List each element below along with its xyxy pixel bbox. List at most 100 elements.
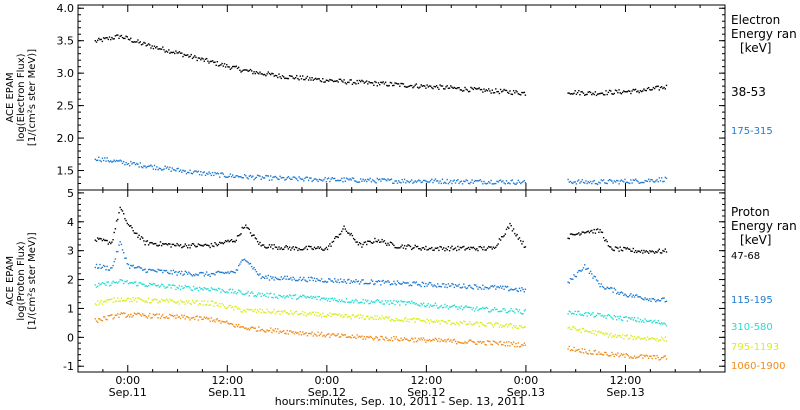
data-point	[653, 87, 656, 90]
data-point	[226, 320, 228, 322]
data-point	[297, 332, 299, 334]
data-point	[262, 311, 265, 313]
data-point	[279, 330, 281, 332]
data-point	[228, 272, 230, 275]
data-point	[175, 170, 177, 172]
data-point	[181, 171, 183, 173]
data-point	[439, 245, 441, 248]
data-point	[607, 287, 610, 289]
y-axis-label: ACE EPAM	[5, 256, 16, 306]
data-point	[496, 342, 498, 344]
data-point	[188, 300, 190, 302]
data-point	[266, 73, 268, 75]
data-point	[275, 176, 278, 179]
data-point	[123, 252, 125, 254]
data-point	[129, 267, 131, 269]
data-point	[377, 280, 380, 282]
data-point	[409, 284, 412, 286]
data-point	[472, 323, 474, 325]
data-point	[458, 341, 460, 344]
data-point	[162, 243, 164, 245]
data-point	[175, 302, 177, 304]
data-point	[134, 232, 137, 234]
data-point	[350, 232, 352, 235]
data-point	[299, 331, 301, 333]
data-point	[260, 178, 262, 180]
data-point	[344, 180, 346, 182]
data-point	[259, 308, 261, 310]
data-point	[567, 313, 569, 315]
data-point	[655, 300, 657, 303]
data-point	[169, 166, 171, 169]
data-point	[499, 239, 502, 241]
data-point	[466, 342, 469, 344]
data-point	[201, 271, 203, 274]
data-point	[304, 78, 306, 81]
data-point	[445, 341, 447, 343]
data-point	[131, 316, 133, 318]
data-point	[645, 180, 647, 182]
data-point	[315, 311, 317, 314]
data-point	[114, 314, 117, 316]
data-point	[451, 322, 453, 324]
data-point	[171, 273, 173, 275]
data-point	[450, 323, 452, 326]
data-point	[270, 312, 272, 315]
data-point	[428, 247, 431, 250]
data-point	[460, 321, 463, 324]
data-point	[228, 289, 230, 291]
data-point	[201, 318, 203, 321]
data-point	[219, 176, 221, 178]
data-point	[516, 345, 518, 348]
data-point	[307, 79, 310, 81]
data-point	[602, 316, 605, 318]
data-point	[607, 314, 610, 316]
data-point	[112, 38, 114, 40]
data-point	[589, 352, 592, 355]
data-point	[318, 78, 320, 80]
data-point	[338, 336, 341, 338]
data-point	[357, 82, 360, 85]
data-point	[341, 281, 343, 283]
data-point	[114, 258, 117, 260]
data-point	[616, 319, 618, 321]
data-point	[170, 246, 172, 248]
data-point	[572, 278, 574, 280]
data-point	[298, 176, 300, 178]
data-point	[242, 177, 245, 179]
data-point	[627, 296, 630, 298]
data-point	[515, 287, 517, 290]
data-point	[606, 286, 608, 288]
data-point	[662, 338, 664, 340]
data-point	[511, 289, 514, 291]
data-point	[662, 297, 664, 299]
data-point	[303, 333, 305, 335]
data-point	[413, 317, 415, 320]
data-point	[371, 179, 374, 181]
data-point	[241, 177, 243, 179]
data-point	[387, 317, 389, 319]
data-point	[323, 281, 325, 283]
data-point	[221, 320, 223, 323]
data-point	[188, 271, 190, 273]
data-point	[433, 284, 435, 286]
data-point	[345, 314, 348, 316]
data-point	[516, 182, 518, 184]
data-point	[492, 340, 495, 342]
data-point	[458, 248, 460, 251]
data-point	[302, 75, 304, 77]
data-point	[368, 336, 370, 339]
data-point	[380, 335, 382, 338]
data-point	[361, 316, 363, 319]
data-point	[247, 327, 249, 330]
data-point	[655, 180, 657, 182]
data-point	[650, 178, 652, 181]
data-point	[452, 283, 454, 286]
data-point	[296, 178, 298, 180]
data-point	[469, 320, 471, 323]
data-point	[509, 289, 511, 291]
data-point	[433, 249, 435, 251]
data-point	[634, 320, 637, 322]
y-tick-label: 1.5	[57, 165, 75, 178]
data-point	[235, 293, 237, 295]
